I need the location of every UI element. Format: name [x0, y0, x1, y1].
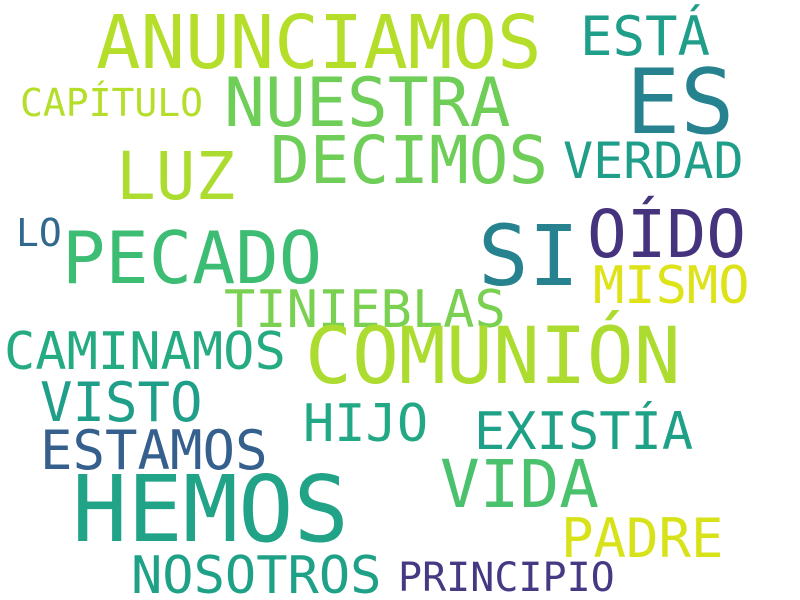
word-es: ES — [626, 50, 735, 155]
word-hemos: HEMOS — [72, 456, 349, 563]
word-luz: LUZ — [116, 138, 236, 215]
word-principio: PRINCIPIO — [398, 555, 615, 600]
word-existia: EXISTÍA — [474, 402, 694, 462]
word-esta: ESTÁ — [580, 5, 711, 68]
word-estamos: ESTAMOS — [40, 419, 268, 482]
word-hijo: HIJO — [303, 394, 429, 454]
word-decimos: DECIMOS — [270, 122, 549, 199]
word-si: SI — [478, 207, 580, 305]
word-verdad: VERDAD — [563, 132, 744, 190]
word-vida: VIDA — [440, 446, 599, 523]
word-comunion: COMUNIÓN — [305, 312, 681, 402]
word-padre: PADRE — [561, 507, 724, 570]
word-tinieblas: TINIEBLAS — [224, 280, 506, 340]
word-capitulo: CAPÍTULO — [20, 81, 204, 125]
word-visto: VISTO — [40, 371, 203, 434]
word-anunciamos: ANUNCIAMOS — [96, 0, 542, 86]
word-oido: OÍDO — [587, 196, 746, 273]
word-nosotros: NOSOTROS — [131, 546, 382, 600]
word-mismo: MISMO — [593, 256, 750, 316]
word-lo: LO — [16, 211, 62, 255]
word-pecado: PECADO — [62, 216, 323, 300]
word-nuestra: NUESTRA — [224, 64, 511, 143]
word-caminamos: CAMINAMOS — [4, 322, 286, 382]
